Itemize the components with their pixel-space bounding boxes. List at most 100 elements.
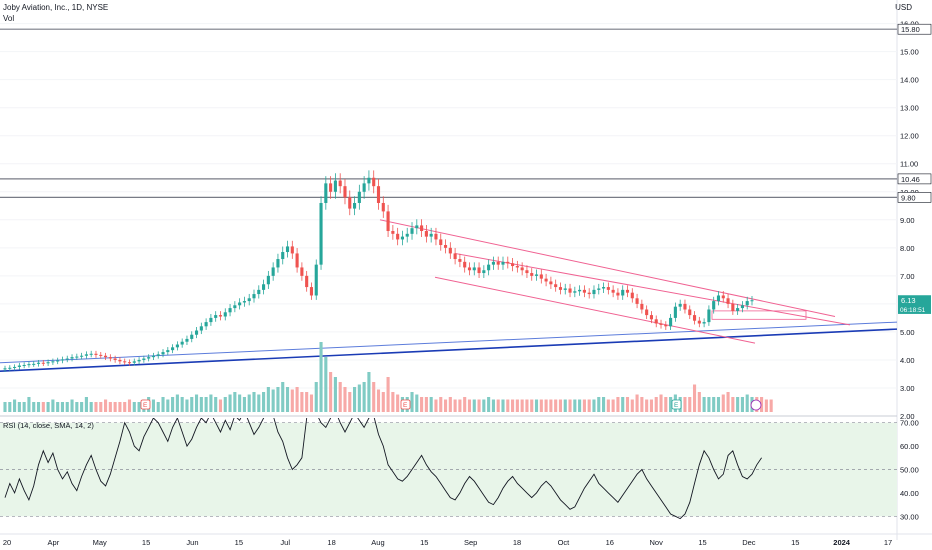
volume-bar bbox=[621, 397, 625, 412]
time-tick-label: Nov bbox=[649, 538, 663, 547]
rsi-tick-label: 60.00 bbox=[900, 442, 919, 451]
candle-body bbox=[75, 356, 79, 358]
time-tick-label: Jul bbox=[280, 538, 290, 547]
price-tick-label: 4.00 bbox=[900, 356, 915, 365]
volume-bar bbox=[616, 397, 620, 412]
price-label-text: 9.80 bbox=[901, 193, 916, 202]
candle-body bbox=[467, 267, 472, 271]
candle-body bbox=[113, 358, 117, 360]
candle-body bbox=[549, 281, 553, 285]
rsi-band bbox=[0, 422, 897, 517]
volume-bar bbox=[290, 389, 294, 412]
volume-bar bbox=[697, 392, 701, 412]
volume-bar bbox=[640, 397, 644, 412]
channel-lower-line bbox=[434, 276, 756, 344]
candle-body bbox=[357, 191, 361, 203]
candle-body bbox=[630, 292, 634, 299]
candle-body bbox=[228, 308, 232, 313]
volume-bar bbox=[65, 402, 69, 412]
volume-bar bbox=[108, 402, 112, 412]
candle-body bbox=[372, 177, 376, 187]
volume-bar bbox=[295, 387, 299, 412]
candle-body bbox=[716, 295, 721, 302]
candle-body bbox=[745, 301, 749, 306]
time-tick-label: May bbox=[93, 538, 107, 547]
volume-bar bbox=[683, 397, 687, 412]
candle-body bbox=[218, 315, 223, 317]
volume-bar bbox=[534, 399, 539, 412]
time-tick-label: Dec bbox=[742, 538, 756, 547]
volume-bar bbox=[175, 394, 179, 412]
volume-bar bbox=[190, 397, 194, 412]
candle-body bbox=[558, 287, 563, 290]
volume-bar bbox=[645, 399, 649, 412]
candle-body bbox=[420, 225, 424, 232]
candle-body bbox=[252, 294, 256, 299]
volume-bar bbox=[32, 402, 36, 412]
candle-body bbox=[635, 298, 639, 304]
price-tick-label: 7.00 bbox=[900, 272, 915, 281]
volume-bar bbox=[343, 387, 347, 412]
candle-body bbox=[482, 270, 486, 274]
rsi-tick-label: 50.00 bbox=[900, 465, 919, 474]
currency-label: USD bbox=[895, 3, 912, 12]
candle-body bbox=[692, 315, 697, 321]
candle-body bbox=[17, 365, 21, 367]
volume-bar bbox=[712, 397, 716, 412]
candle-body bbox=[731, 303, 735, 311]
candle-body bbox=[645, 309, 649, 316]
volume-bar bbox=[453, 399, 457, 412]
candle-body bbox=[233, 305, 237, 309]
price-tick-label: 9.00 bbox=[900, 216, 915, 225]
earnings-marker-text: E bbox=[403, 402, 408, 409]
time-tick-label: 15 bbox=[142, 538, 150, 547]
volume-bar bbox=[515, 399, 519, 412]
volume-bar bbox=[180, 397, 184, 412]
candle-body bbox=[654, 319, 658, 324]
candle-body bbox=[544, 278, 548, 282]
candle-body bbox=[271, 267, 275, 276]
candle-body bbox=[343, 186, 347, 198]
candle-body bbox=[568, 288, 572, 293]
volume-bar bbox=[209, 394, 213, 412]
volume-bar bbox=[13, 399, 17, 412]
volume-bar bbox=[132, 402, 136, 412]
price-tick-label: 2.00 bbox=[900, 412, 915, 421]
candle-body bbox=[89, 353, 93, 355]
candle-body bbox=[60, 359, 65, 361]
candle-body bbox=[32, 363, 36, 365]
price-label-box bbox=[897, 23, 932, 35]
candle-body bbox=[329, 183, 333, 192]
volume-bar bbox=[204, 397, 208, 412]
candle-body bbox=[305, 275, 309, 288]
candle-body bbox=[161, 352, 165, 355]
time-tick-label: 15 bbox=[420, 538, 428, 547]
volume-bar bbox=[688, 397, 692, 412]
price-tick-label: 3.00 bbox=[900, 384, 915, 393]
volume-label: Vol bbox=[3, 14, 15, 23]
volume-bar bbox=[338, 382, 342, 412]
channel-upper-line bbox=[379, 219, 836, 317]
volume-bar bbox=[611, 399, 615, 412]
volume-bar bbox=[127, 399, 132, 412]
range-box bbox=[711, 310, 807, 320]
volume-bar bbox=[333, 377, 337, 412]
volume-bar bbox=[707, 397, 711, 412]
earnings-marker bbox=[671, 399, 682, 410]
volume-bar bbox=[194, 394, 199, 412]
volume-bar bbox=[410, 392, 414, 412]
volume-bar bbox=[592, 399, 596, 412]
candle-body bbox=[166, 350, 170, 353]
candle-body bbox=[463, 261, 467, 268]
candle-body bbox=[640, 303, 644, 310]
candle-body bbox=[415, 225, 419, 229]
candle-body bbox=[276, 259, 280, 268]
candle-body bbox=[491, 261, 495, 265]
volume-bar bbox=[223, 397, 227, 412]
candle-body bbox=[573, 291, 577, 293]
candle-body bbox=[214, 315, 218, 318]
time-tick-label: 2024 bbox=[833, 538, 851, 547]
candle-body bbox=[726, 298, 730, 304]
volume-bar bbox=[271, 389, 275, 412]
